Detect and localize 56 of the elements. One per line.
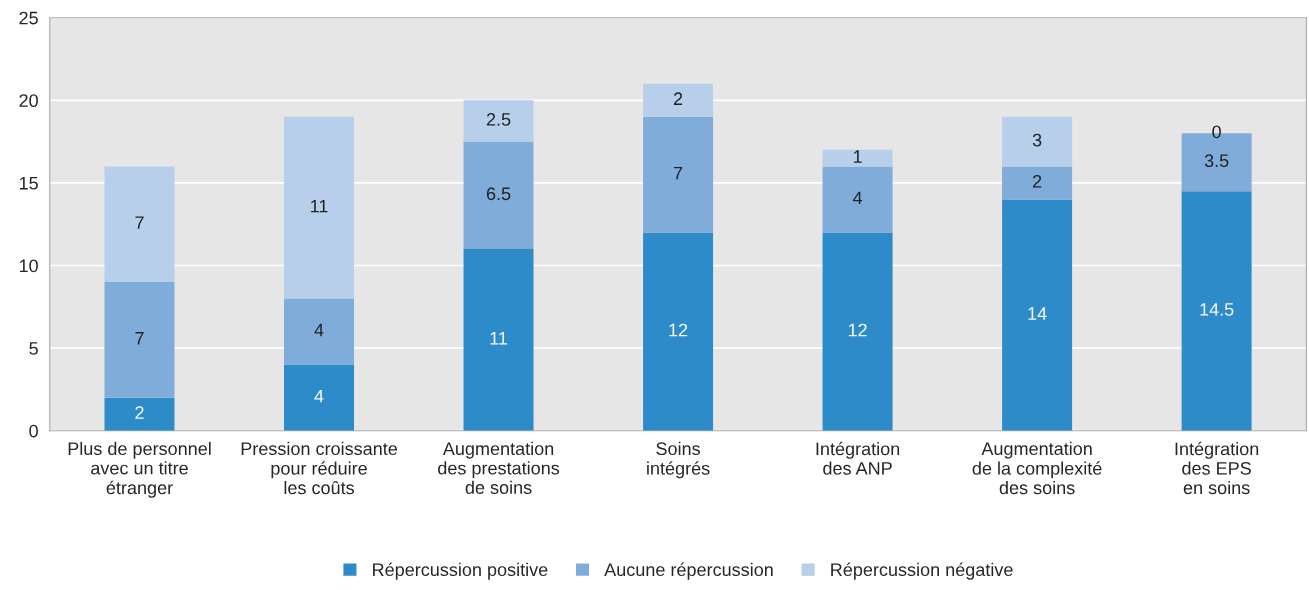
data-label: 14.5 xyxy=(1200,303,1234,316)
data-label: 3 xyxy=(1032,133,1042,147)
data-label: 7 xyxy=(673,166,683,180)
data-label: 2 xyxy=(673,92,683,105)
y-tick-label: 25 xyxy=(19,11,38,25)
bar xyxy=(822,149,893,167)
legend-label: Répercussion négative xyxy=(831,562,1013,580)
data-label: 4 xyxy=(314,389,324,403)
x-tick-label: Intégration des ANP xyxy=(816,441,900,475)
data-label: 12 xyxy=(848,323,867,337)
data-label: 11 xyxy=(311,199,328,213)
bar xyxy=(104,166,175,283)
bar xyxy=(284,298,355,365)
data-label: 6.5 xyxy=(486,187,511,201)
data-label: 2 xyxy=(1032,174,1042,188)
bar xyxy=(822,232,893,431)
bar xyxy=(104,282,175,398)
bar xyxy=(643,116,714,233)
y-tick-label: 15 xyxy=(19,177,38,190)
x-tick-label: Intégration des EPS en soins xyxy=(1175,441,1259,495)
bar xyxy=(643,83,714,117)
y-tick-label: 20 xyxy=(19,94,38,108)
data-label: 2.5 xyxy=(486,113,511,126)
data-label: 7 xyxy=(135,332,144,345)
y-tick-label: 10 xyxy=(19,259,38,273)
data-label: 0 xyxy=(1212,125,1221,139)
x-tick-label: Plus de personnel avec un titre étranger xyxy=(68,441,211,498)
data-label: 7 xyxy=(135,216,144,229)
data-label: 12 xyxy=(669,323,688,337)
bar xyxy=(284,116,355,299)
y-tick-label: 5 xyxy=(29,342,38,355)
bar xyxy=(822,166,893,233)
data-label: 4 xyxy=(852,191,863,205)
bar xyxy=(104,397,175,431)
x-tick-label: Pression croissante pour réduire les coûts xyxy=(241,441,397,495)
bar xyxy=(1002,116,1073,167)
y-tick-label: 0 xyxy=(29,424,38,438)
legend-label: Répercussion positive xyxy=(373,562,548,580)
bar xyxy=(463,248,534,431)
bar xyxy=(643,232,714,431)
bar xyxy=(1002,166,1073,200)
bar xyxy=(1002,199,1073,431)
legend-label: Aucune répercussion xyxy=(604,562,773,580)
x-tick-label: Augmentation de la complexité des soins xyxy=(972,441,1102,495)
data-label: 1 xyxy=(853,150,862,163)
data-label: 2 xyxy=(135,406,144,419)
bar xyxy=(284,364,355,431)
x-tick-label: Soins intégrés xyxy=(647,441,710,479)
bar xyxy=(1181,191,1252,431)
data-label: 4 xyxy=(314,323,324,337)
x-tick-label: Augmentation des prestations de soins xyxy=(438,441,560,494)
data-label: 14 xyxy=(1028,307,1047,320)
data-label: 11 xyxy=(490,332,508,345)
bar xyxy=(463,141,534,249)
data-label: 3.5 xyxy=(1204,154,1229,168)
bar xyxy=(463,100,534,142)
